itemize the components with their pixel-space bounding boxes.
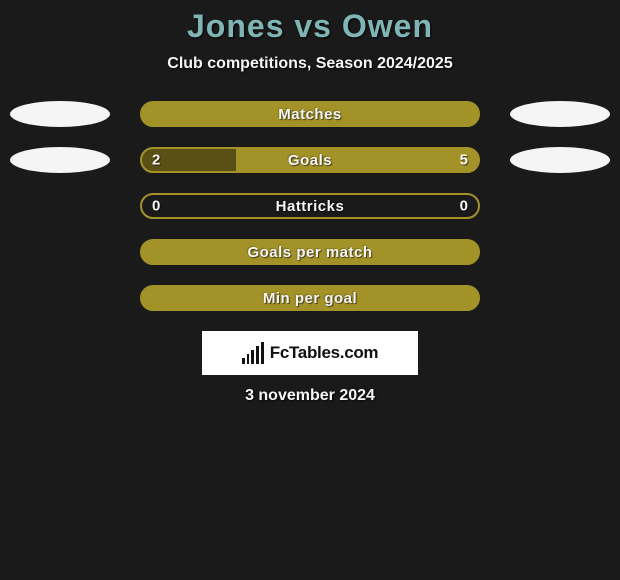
stat-label: Goals: [288, 152, 332, 169]
date-text: 3 november 2024: [0, 387, 620, 405]
icon-bar: [247, 354, 250, 364]
player1-name: Jones: [187, 8, 284, 44]
stat-label: Hattricks: [276, 198, 345, 215]
stat-rows: Matches Goals 2 5 Hattricks 0 0 Goals per match…: [0, 101, 620, 311]
stat-value-left: 2: [152, 152, 160, 169]
title: Jones vs Owen: [0, 8, 620, 45]
stat-bar: Goals 2 5: [140, 147, 480, 173]
player2-name: Owen: [342, 8, 433, 44]
right-ellipse: [510, 147, 610, 173]
icon-bar: [256, 346, 259, 364]
stat-label: Goals per match: [247, 244, 372, 261]
stat-row: Min per goal: [0, 285, 620, 311]
bar-chart-icon: [242, 342, 264, 364]
stat-bar: Matches: [140, 101, 480, 127]
subtitle: Club competitions, Season 2024/2025: [0, 55, 620, 73]
stat-bar: Hattricks 0 0: [140, 193, 480, 219]
left-ellipse: [10, 101, 110, 127]
icon-bar: [242, 358, 245, 364]
stat-label: Matches: [278, 106, 342, 123]
right-ellipse: [510, 101, 610, 127]
logo-box: FcTables.com: [202, 331, 418, 375]
stat-label: Min per goal: [263, 290, 357, 307]
stat-bar: Goals per match: [140, 239, 480, 265]
vs-separator: vs: [294, 8, 332, 44]
stat-value-right: 5: [460, 152, 468, 169]
icon-bar: [261, 342, 264, 364]
stat-value-right: 0: [460, 198, 468, 215]
stat-bar: Min per goal: [140, 285, 480, 311]
stat-value-left: 0: [152, 198, 160, 215]
logo-text: FcTables.com: [270, 343, 379, 363]
infographic-container: Jones vs Owen Club competitions, Season …: [0, 0, 620, 405]
icon-bar: [251, 350, 254, 364]
stat-row: Matches: [0, 101, 620, 127]
stat-row: Goals 2 5: [0, 147, 620, 173]
stat-row: Hattricks 0 0: [0, 193, 620, 219]
left-ellipse: [10, 147, 110, 173]
stat-row: Goals per match: [0, 239, 620, 265]
